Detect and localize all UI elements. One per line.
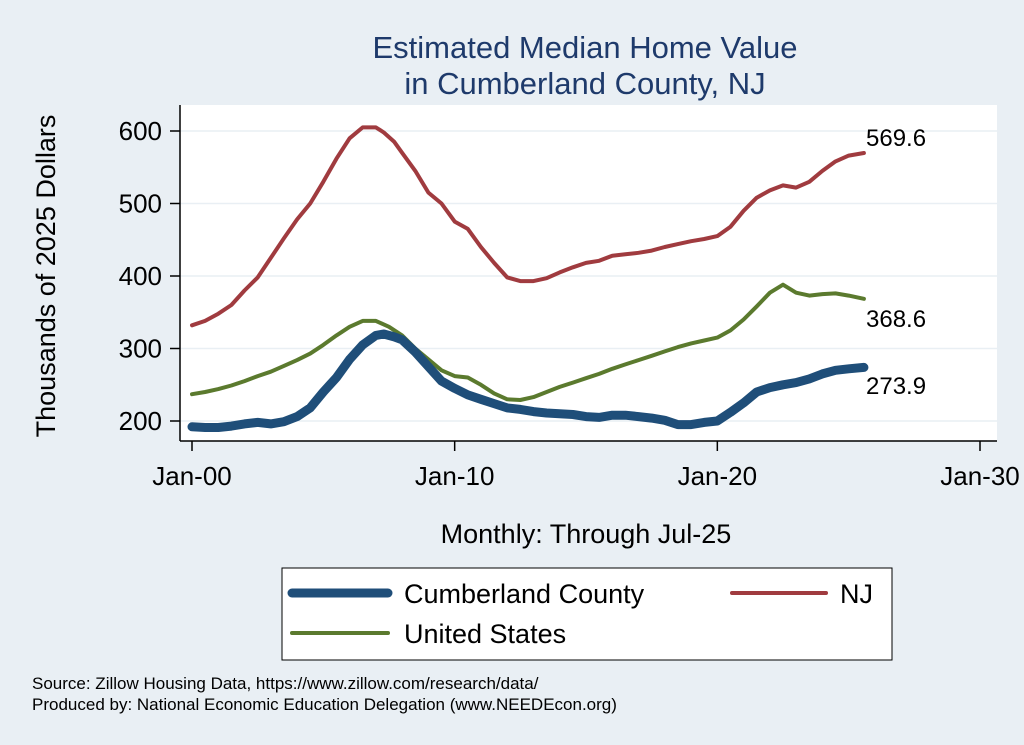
x-tick-label-3: Jan-30: [940, 461, 1020, 491]
legend: Cumberland County NJ United States: [287, 579, 873, 649]
x-tick-label-1: Jan-10: [415, 461, 495, 491]
end-label-cumberland-county: 273.9: [866, 373, 926, 400]
end-label-nj: 569.6: [866, 125, 926, 152]
x-tick-label-0: Jan-00: [152, 461, 232, 491]
x-axis-title: Monthly: Through Jul-25: [441, 519, 732, 549]
y-tick-label-500: 500: [119, 189, 162, 219]
x-tick-label-2: Jan-20: [678, 461, 758, 491]
chart-title-line-1: Estimated Median Home Value: [372, 30, 797, 65]
source-note: Source: Zillow Housing Data, https://www…: [32, 674, 539, 693]
series-line-united-states: [190, 282, 866, 402]
y-tick-label-400: 400: [119, 261, 162, 291]
axes: 200 300 400 500 600 Jan-00 Jan-10 Jan-20 Jan-30: [119, 105, 1020, 491]
legend-box: [281, 567, 893, 661]
plot-area: [180, 105, 997, 441]
producer-note: Produced by: National Economic Education…: [32, 695, 617, 714]
series-line-nj: [190, 125, 866, 328]
y-axis-title: Thousands of 2025 Dollars: [31, 115, 61, 438]
end-labels: 569.6 368.6 273.9: [866, 125, 926, 400]
legend-label-united-states: United States: [404, 619, 566, 649]
y-tick-label-300: 300: [119, 334, 162, 364]
y-tick-label-200: 200: [119, 406, 162, 436]
y-tick-label-600: 600: [119, 116, 162, 146]
series-line-cumberland-county: [187, 329, 869, 432]
legend-label-nj: NJ: [840, 579, 873, 609]
chart-title-line-2: in Cumberland County, NJ: [404, 66, 765, 101]
end-label-united-states: 368.6: [866, 306, 926, 333]
series-layer: [187, 125, 869, 432]
legend-label-cumberland-county: Cumberland County: [404, 579, 645, 609]
